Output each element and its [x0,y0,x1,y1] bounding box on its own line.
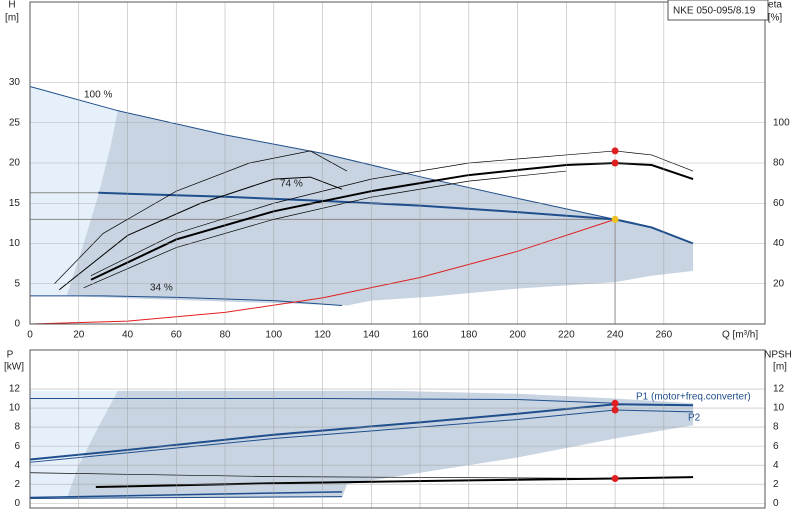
annotation: P1 (motor+freq.converter) [636,392,751,403]
x-tick-label: 260 [655,330,672,341]
y-tick-label: 25 [9,117,21,128]
x-tick-label: 220 [558,330,575,341]
y-tick-label: 4 [14,460,20,471]
y-axis-label: P [7,350,14,361]
y2-axis-label: eta [768,0,782,11]
curve [54,150,348,284]
annotation: 34 % [150,283,173,294]
duty-point [611,215,619,223]
y2-tick-label: 6 [773,441,779,452]
title-box [667,0,769,21]
x-tick-label: 140 [363,330,380,341]
duty-point [611,159,619,167]
y2-axis-unit: [m] [773,362,787,373]
y2-tick-label: 10 [773,403,785,414]
x-tick-label: 40 [122,330,134,341]
y-tick-label: 30 [9,77,21,88]
x-tick-label: 0 [27,330,33,341]
annotation: 100 % [84,90,112,101]
y-tick-label: 0 [14,319,20,330]
y2-tick-label: 20 [773,278,785,289]
y-axis-label: H [8,0,15,11]
y2-tick-label: 8 [773,422,779,433]
duty-point [611,147,619,155]
y2-tick-label: 100 [773,117,790,128]
duty-point [611,406,619,414]
y-tick-label: 12 [9,384,21,395]
y2-axis-label: NPSH [764,350,792,361]
y-tick-label: 8 [14,422,20,433]
y-tick-label: 0 [14,498,20,509]
y-tick-label: 20 [9,158,21,169]
x-tick-label: 180 [460,330,477,341]
plot-frame [29,1,766,325]
y2-axis-unit: [%] [768,13,783,24]
operating-range [66,110,694,306]
x-tick-label: 200 [509,330,526,341]
y-tick-label: 6 [14,441,20,452]
x-tick-label: 60 [171,330,183,341]
y2-tick-label: 40 [773,238,785,249]
duty-point [611,399,619,407]
operating-range [30,390,118,499]
y-tick-label: 5 [14,278,20,289]
plot-frame [29,349,766,509]
y2-tick-label: 60 [773,198,785,209]
curve [58,176,343,291]
y-tick-label: 10 [9,238,21,249]
duty-point [611,474,619,482]
y2-tick-label: 12 [773,384,785,395]
y2-tick-label: 2 [773,479,779,490]
y-axis-unit: [kW] [4,362,24,373]
y-tick-label: 15 [9,198,21,209]
annotation: 74 % [280,179,303,190]
y-tick-label: 2 [14,479,20,490]
x-axis-label: Q [m³/h] [722,330,758,341]
y2-tick-label: 80 [773,158,785,169]
chart-title: NKE 050-095/8.19 [673,6,756,17]
x-tick-label: 120 [314,330,331,341]
curve [29,496,343,499]
curve [29,491,343,499]
x-tick-label: 240 [607,330,624,341]
y2-tick-label: 0 [773,498,779,509]
annotation: P2 [688,413,701,424]
y-tick-label: 10 [9,403,21,414]
x-tick-label: 20 [73,330,85,341]
y2-tick-label: 4 [773,460,779,471]
y-axis-unit: [m] [5,13,19,24]
x-tick-label: 80 [219,330,231,341]
x-tick-label: 160 [412,330,429,341]
x-tick-label: 100 [265,330,282,341]
